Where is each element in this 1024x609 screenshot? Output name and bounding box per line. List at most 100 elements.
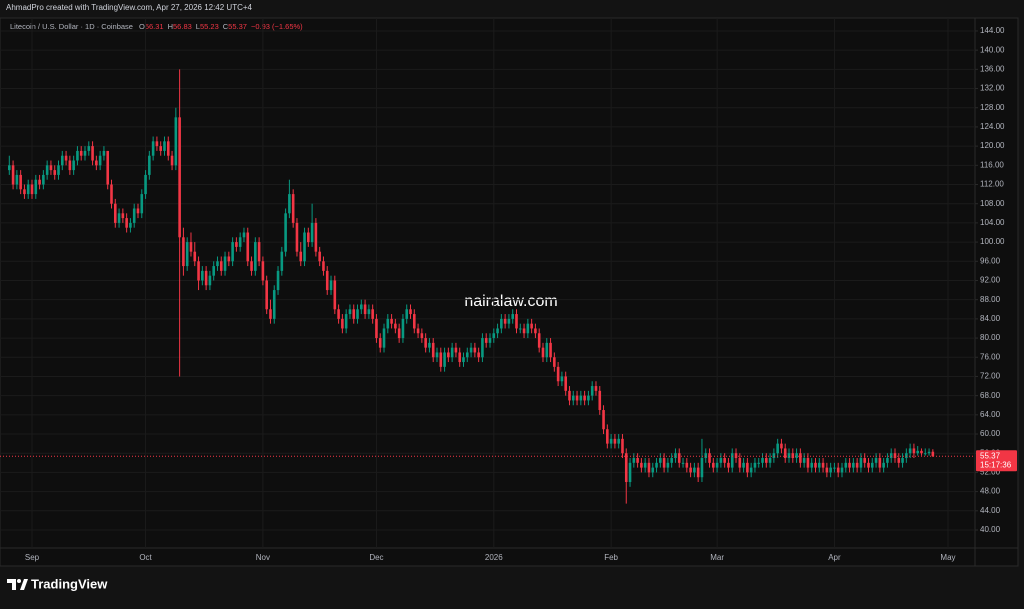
- candle-body: [908, 448, 912, 454]
- candle-body: [291, 194, 295, 223]
- candle-body: [848, 462, 851, 468]
- candle-body: [727, 462, 730, 468]
- candle-body: [57, 165, 60, 175]
- candle-body: [700, 458, 704, 478]
- candle-body: [526, 323, 530, 334]
- candle-body: [189, 242, 193, 252]
- y-tick-label: 72.00: [980, 372, 1001, 381]
- candle-body: [435, 352, 439, 358]
- candle-body: [265, 280, 268, 310]
- y-tick-label: 96.00: [980, 256, 1001, 265]
- candle-body: [844, 462, 848, 468]
- candle-body: [148, 155, 151, 175]
- candle-body: [666, 462, 670, 468]
- y-tick-label: 40.00: [980, 525, 1001, 534]
- candle-body: [761, 458, 764, 463]
- candle-body: [30, 184, 34, 195]
- chart-panel: [0, 17, 1019, 567]
- candle-body: [38, 179, 41, 185]
- candle-body: [473, 347, 477, 353]
- y-tick-label: 144.00: [980, 26, 1005, 35]
- y-tick-label: 140.00: [980, 45, 1005, 54]
- ohlc-label: O: [139, 22, 145, 31]
- candle-body: [11, 165, 15, 185]
- candle-body: [163, 141, 166, 151]
- candle-body: [129, 222, 132, 228]
- candle-body: [469, 347, 473, 353]
- candle-body: [431, 342, 435, 358]
- candle-body: [235, 242, 238, 247]
- candle-body: [397, 328, 401, 339]
- candle-body: [182, 237, 185, 267]
- candle-body: [416, 328, 420, 334]
- candle-body: [219, 261, 223, 271]
- candle-body: [477, 352, 480, 358]
- candle-body: [15, 174, 19, 185]
- candle-body: [307, 232, 310, 243]
- candle-body: [893, 453, 897, 459]
- candle-body: [855, 462, 859, 468]
- candle-body: [931, 451, 935, 457]
- candle-body: [208, 275, 212, 286]
- candle-body: [72, 160, 75, 171]
- candle-body: [238, 237, 242, 247]
- candle-body: [655, 462, 658, 468]
- candle-body: [250, 261, 253, 271]
- candle-body: [537, 333, 541, 348]
- candle-body: [45, 165, 49, 175]
- candle-body: [443, 352, 446, 367]
- candle-body: [458, 352, 462, 363]
- candle-body: [836, 467, 840, 473]
- candle-body: [360, 304, 363, 310]
- candle-body: [662, 458, 666, 468]
- candle-body: [454, 347, 458, 353]
- candle-body: [685, 462, 689, 468]
- candle-body: [878, 458, 882, 468]
- candle-body: [352, 309, 356, 319]
- candle-body: [174, 117, 178, 166]
- candle-body: [394, 323, 397, 329]
- candle-body: [730, 453, 734, 468]
- candle-body: [371, 309, 374, 319]
- candle-body: [825, 467, 829, 473]
- candle-body: [534, 328, 537, 334]
- candle-body: [26, 184, 30, 195]
- candle-body: [753, 462, 757, 468]
- candle-body: [447, 352, 450, 358]
- y-tick-label: 88.00: [980, 295, 1001, 304]
- x-tick-label: Dec: [369, 553, 383, 562]
- candle-body: [144, 174, 147, 195]
- candle-body: [481, 338, 484, 358]
- candle-body: [870, 462, 874, 468]
- candle-body: [231, 242, 234, 262]
- candle-body: [280, 251, 284, 271]
- candle-body: [674, 453, 677, 459]
- candle-body: [522, 328, 526, 334]
- candle-body: [757, 462, 761, 464]
- candle-body: [299, 251, 303, 262]
- candle-body: [269, 309, 272, 319]
- candle-body: [227, 256, 231, 262]
- x-tick-label: 2026: [485, 553, 503, 562]
- candle-body: [420, 333, 424, 339]
- candle-body: [923, 453, 927, 455]
- candle-body: [212, 266, 215, 276]
- candle-body: [628, 462, 632, 483]
- candle-body: [113, 203, 117, 223]
- candle-body: [901, 458, 904, 463]
- y-tick-label: 52.00: [980, 468, 1001, 477]
- candle-body: [49, 165, 53, 171]
- candle-body: [708, 453, 711, 463]
- candle-body: [333, 280, 337, 310]
- candle-body: [643, 462, 647, 468]
- x-tick-label: May: [940, 553, 955, 562]
- candle-body: [882, 462, 885, 468]
- candle-body: [553, 357, 556, 367]
- candle-body: [874, 458, 878, 463]
- candle-body: [545, 342, 549, 358]
- candle-body: [401, 318, 405, 339]
- candle-body: [159, 146, 162, 151]
- candle-body: [60, 155, 64, 166]
- y-tick-label: 112.00: [980, 180, 1004, 189]
- candle-body: [76, 150, 79, 161]
